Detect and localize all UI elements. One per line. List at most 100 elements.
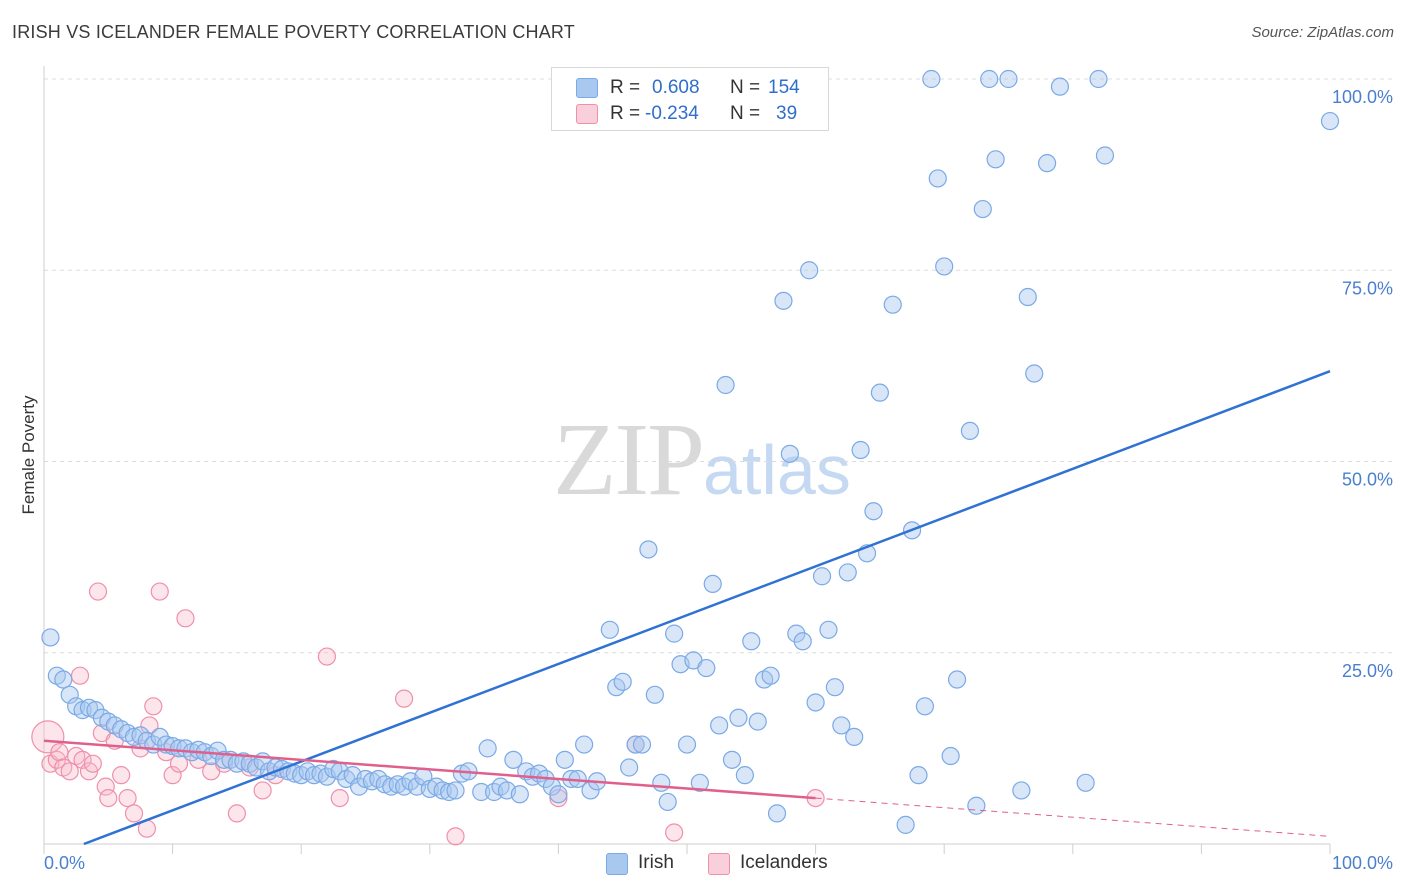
data-point-irish (722, 750, 742, 769)
trend-line-icelanders-extension (815, 797, 1331, 837)
series-irish (41, 69, 1340, 834)
legend-n-value: 154 (768, 77, 800, 98)
data-point-irish (729, 708, 748, 727)
data-point-icelanders (227, 804, 246, 823)
data-point-irish (1050, 77, 1070, 96)
legend-swatch-irish (576, 78, 598, 98)
data-point-irish (446, 781, 465, 800)
data-point-irish (742, 632, 761, 651)
x-tick-label: 0.0% (44, 853, 85, 873)
data-point-irish (613, 672, 632, 691)
legend-r-value: -0.234 (645, 103, 699, 124)
data-point-irish (980, 69, 999, 89)
data-point-icelanders (665, 823, 684, 842)
data-point-irish (504, 750, 523, 769)
data-point-irish (620, 758, 639, 777)
stats-legend: R = 0.608 N = 154 R = -0.234 N = 39 (551, 67, 829, 131)
legend-n-value: 39 (776, 103, 798, 124)
data-point-icelanders (253, 781, 272, 800)
data-point-irish (761, 666, 780, 685)
data-point-icelanders (50, 743, 69, 762)
data-point-irish (658, 792, 677, 812)
data-point-irish (967, 796, 986, 815)
data-point-irish (1018, 287, 1037, 307)
data-point-irish (851, 440, 870, 460)
data-point-icelanders (394, 689, 414, 708)
data-point-icelanders (70, 666, 90, 685)
legend-n-label: N = (730, 103, 761, 124)
y-tick-label: 75.0% (1342, 278, 1393, 298)
data-point-irish (870, 383, 890, 402)
data-point-irish (922, 69, 941, 89)
trend-lines (43, 370, 1331, 846)
data-point-icelanders (169, 754, 189, 773)
y-tick-label: 25.0% (1342, 661, 1393, 681)
data-point-icelanders (83, 754, 102, 773)
data-point-irish (909, 766, 928, 785)
data-point-irish (800, 261, 819, 280)
data-point-irish (1037, 154, 1057, 173)
legend-swatch-icelanders (576, 104, 598, 124)
data-point-irish (915, 697, 935, 716)
data-point-irish (639, 540, 658, 559)
data-point-icelanders (60, 762, 79, 781)
data-point-irish (825, 678, 844, 697)
axes (43, 66, 1331, 854)
data-point-irish (960, 421, 980, 440)
data-point-irish (1095, 146, 1115, 165)
legend-row-irish: R = 0.608 N = 154 (552, 74, 828, 102)
data-point-irish (510, 785, 529, 804)
data-point-icelanders (96, 777, 115, 796)
data-point-irish (677, 735, 697, 754)
x-tick-label: 100.0% (1332, 853, 1393, 873)
data-point-irish (1012, 781, 1031, 800)
data-point-icelanders (549, 788, 568, 808)
source-credit: Source: ZipAtlas.com (1251, 24, 1394, 41)
data-point-irish (896, 815, 915, 834)
data-point-irish (433, 781, 452, 800)
legend-r-label: R = (610, 77, 641, 98)
zipatlas-watermark: ZIPatlas (553, 400, 851, 519)
data-point-irish (1320, 111, 1340, 131)
data-point-icelanders (73, 750, 92, 769)
data-point-irish (832, 716, 851, 735)
data-point-irish (1076, 773, 1095, 792)
chart-title: IRISH VS ICELANDER FEMALE POVERTY CORREL… (12, 22, 575, 42)
data-point-irish (690, 773, 709, 792)
data-point-icelanders (144, 697, 163, 716)
data-point-irish (439, 782, 459, 802)
data-point-irish (575, 735, 594, 754)
data-point-irish (928, 169, 947, 188)
data-point-irish (986, 150, 1005, 169)
data-point-irish (54, 670, 73, 689)
data-point-irish (716, 375, 735, 395)
data-point-icelanders (330, 788, 349, 808)
data-point-irish (748, 712, 767, 731)
data-point-irish (838, 563, 857, 582)
legend-n-label: N = (730, 77, 761, 98)
data-point-irish (632, 735, 652, 754)
data-point-irish (697, 658, 716, 678)
data-point-icelanders (88, 582, 108, 601)
data-point-irish (941, 746, 960, 766)
data-point-icelanders (112, 766, 131, 785)
y-tick-label: 50.0% (1342, 470, 1393, 490)
data-point-irish (947, 670, 967, 689)
trend-line-irish (83, 370, 1331, 846)
data-point-irish (793, 632, 812, 651)
watermark-zip: ZIP (553, 402, 705, 517)
data-point-irish (935, 257, 954, 276)
data-point-irish (735, 766, 754, 785)
data-point-irish (864, 502, 883, 521)
data-point-irish (883, 295, 902, 314)
legend-r-value: 0.608 (652, 77, 700, 98)
data-point-irish (60, 685, 79, 704)
legend-label-irish: Irish (638, 852, 674, 873)
data-point-irish (652, 773, 671, 792)
data-point-irish (767, 804, 787, 823)
data-point-icelanders (99, 788, 118, 808)
data-point-irish (478, 739, 497, 758)
legend-swatch-icelanders (708, 853, 730, 875)
data-point-irish (812, 567, 832, 586)
